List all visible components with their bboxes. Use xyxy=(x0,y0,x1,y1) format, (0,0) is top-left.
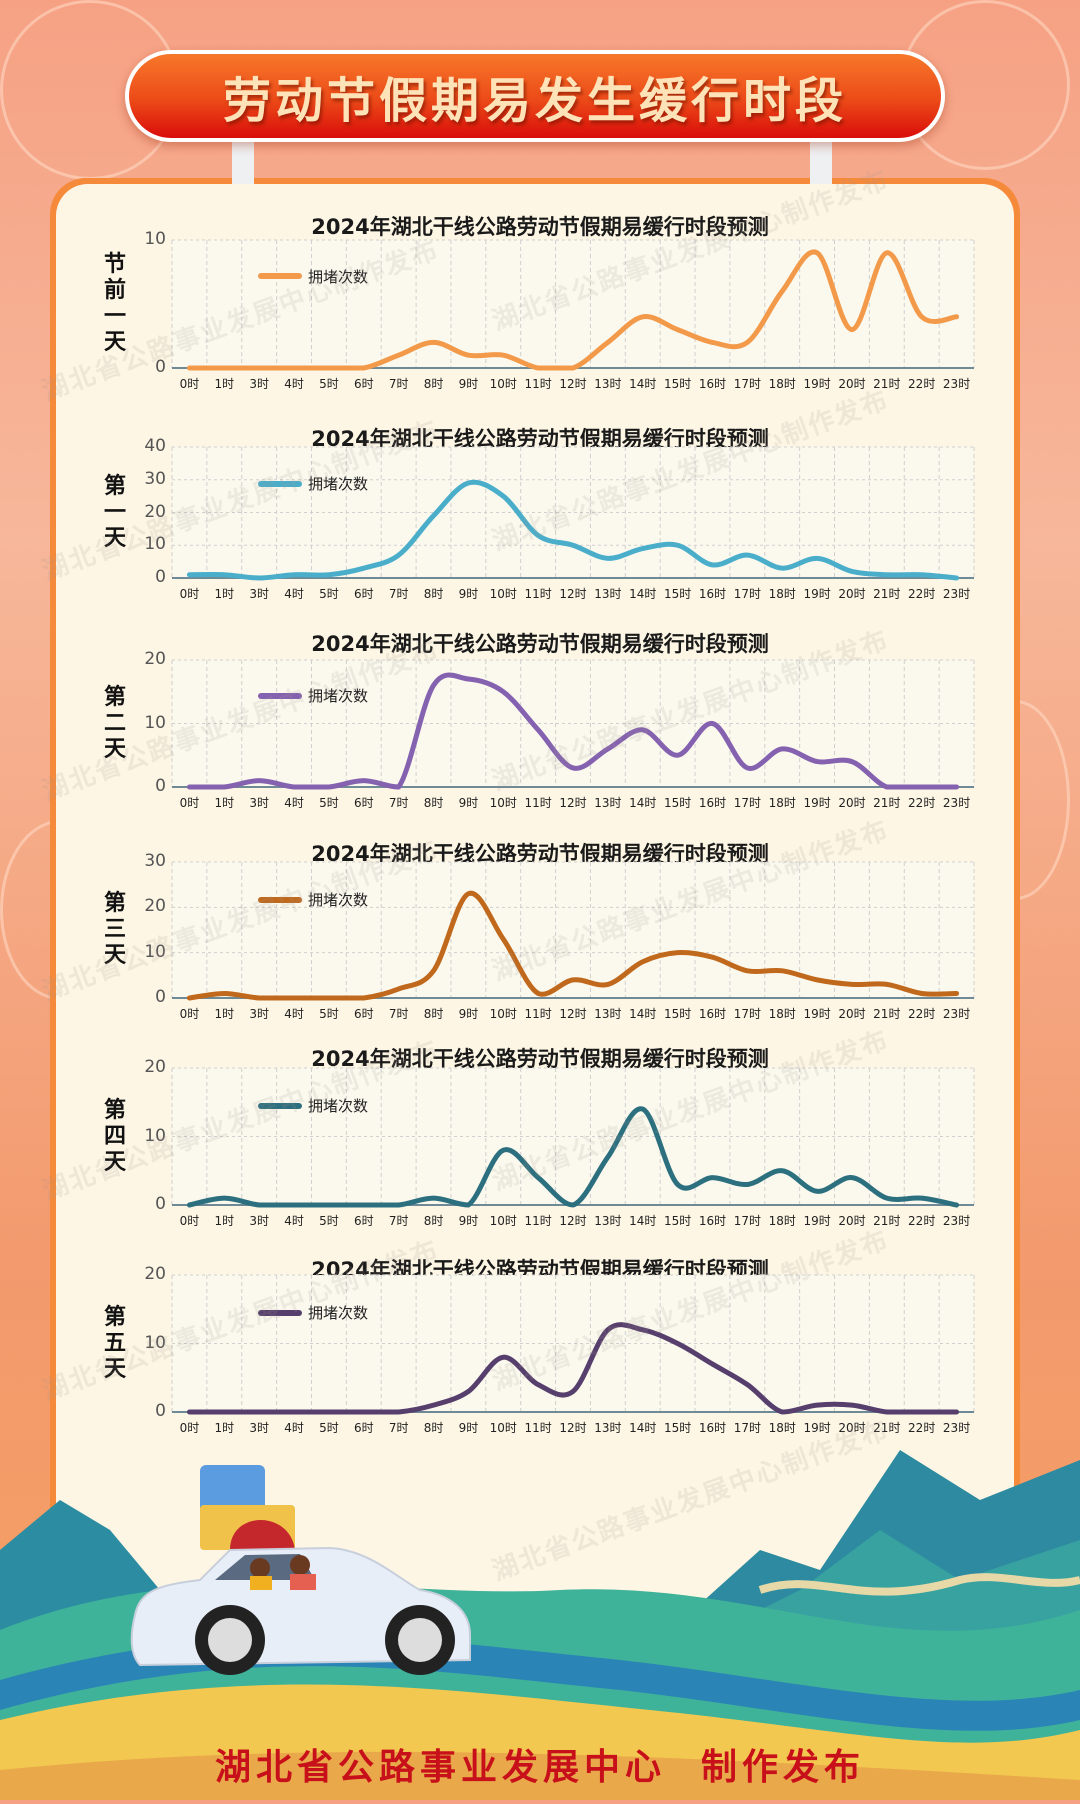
car-icon xyxy=(132,1465,470,1675)
x-tick-label: 23时 xyxy=(937,1419,977,1436)
publisher-name: 湖北省公路事业发展中心 xyxy=(215,1747,666,1788)
legend-label: 拥堵次数 xyxy=(308,1302,368,1323)
publish-action: 制作发布 xyxy=(701,1747,865,1788)
legend-swatch xyxy=(258,1310,302,1316)
chart-plot xyxy=(0,0,1000,1450)
publisher-footer: 湖北省公路事业发展中心 制作发布 xyxy=(0,1738,1080,1790)
chart-legend: 拥堵次数 xyxy=(258,1302,368,1323)
